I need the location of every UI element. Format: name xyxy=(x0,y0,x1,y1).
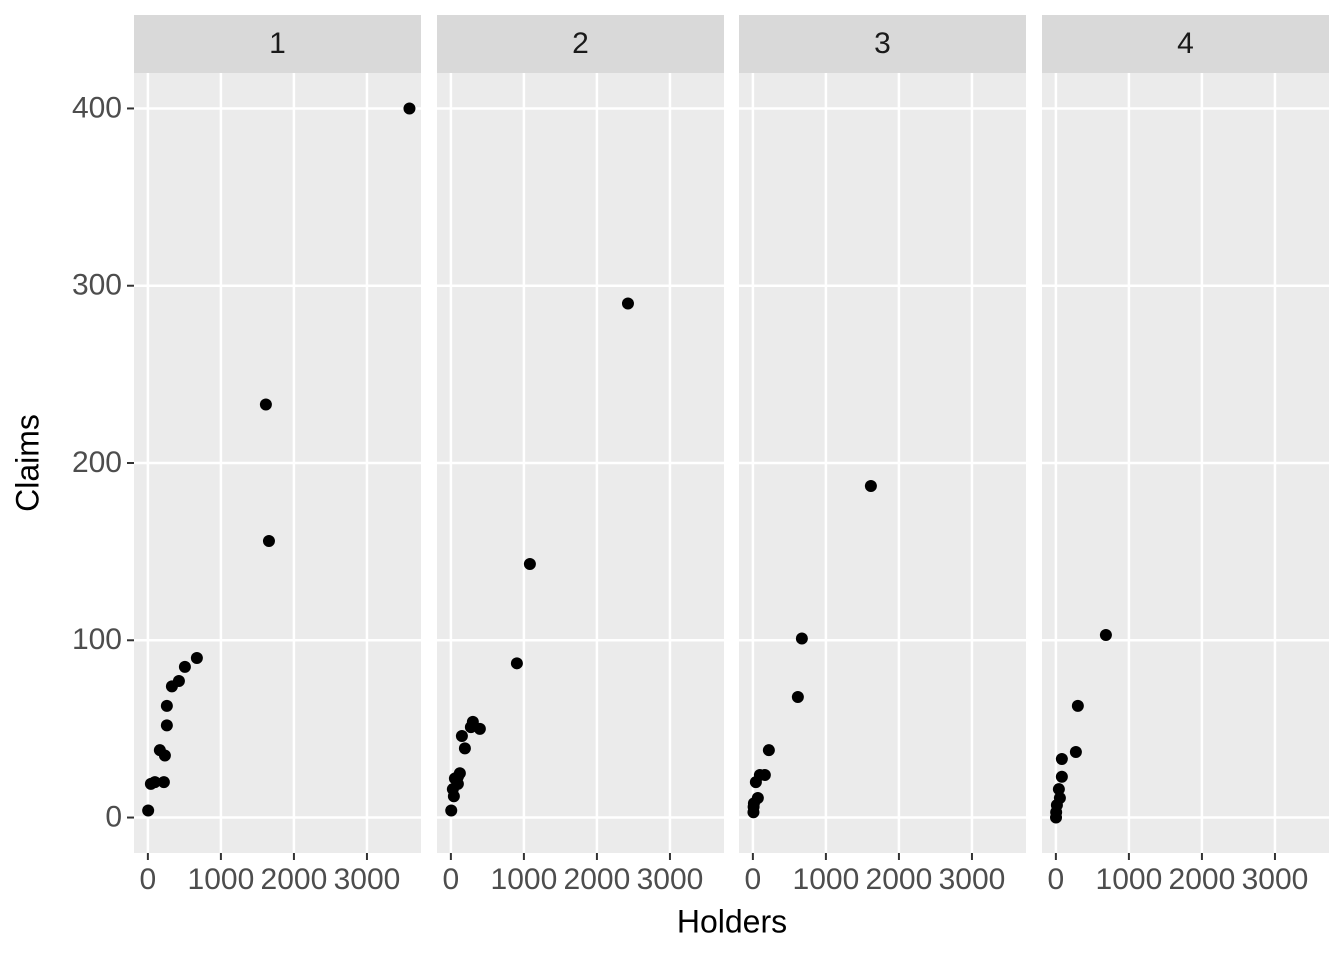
point xyxy=(259,398,272,411)
x-tick-label: 1000 xyxy=(491,863,558,896)
x-axis-title: Holders xyxy=(677,903,787,939)
x-tick-label: 2000 xyxy=(1169,863,1236,896)
point xyxy=(458,742,471,755)
point xyxy=(165,680,178,693)
strip-label: 4 xyxy=(1177,27,1194,60)
strip xyxy=(134,15,421,73)
strip xyxy=(1042,15,1329,73)
point xyxy=(1071,699,1084,712)
point xyxy=(160,719,173,732)
point xyxy=(142,804,155,817)
point xyxy=(144,777,157,790)
point xyxy=(747,806,760,819)
point xyxy=(445,804,458,817)
x-tick-label: 2000 xyxy=(866,863,933,896)
point xyxy=(510,657,523,670)
x-tick-label: 3000 xyxy=(939,863,1006,896)
strip-label: 3 xyxy=(874,27,891,60)
point xyxy=(190,652,203,664)
x-tick-label: 0 xyxy=(443,863,460,896)
y-tick-label: 200 xyxy=(72,446,122,479)
x-tick-label: 0 xyxy=(745,863,762,896)
x-tick-label: 3000 xyxy=(637,863,704,896)
strip-label: 2 xyxy=(572,27,589,60)
x-tick-label: 0 xyxy=(140,863,157,896)
x-tick-label: 1000 xyxy=(793,863,860,896)
y-tick-label: 300 xyxy=(72,269,122,302)
point xyxy=(178,660,191,673)
y-tick-label: 400 xyxy=(72,91,122,124)
point xyxy=(1055,753,1068,766)
point xyxy=(762,744,775,757)
point xyxy=(1055,770,1068,783)
point xyxy=(621,297,634,310)
point xyxy=(523,558,536,571)
strip-label: 1 xyxy=(269,27,286,60)
point xyxy=(795,632,808,645)
point xyxy=(160,699,173,712)
point xyxy=(749,776,762,789)
point xyxy=(1069,745,1082,758)
y-axis-title: Claims xyxy=(9,414,45,512)
x-tick-label: 3000 xyxy=(334,863,401,896)
point xyxy=(1050,811,1063,824)
point xyxy=(157,776,170,789)
strip xyxy=(739,15,1026,73)
point xyxy=(447,790,460,803)
x-tick-label: 0 xyxy=(1048,863,1065,896)
strip xyxy=(437,15,724,73)
x-tick-label: 1000 xyxy=(1096,863,1163,896)
x-tick-label: 2000 xyxy=(564,863,631,896)
y-tick-label: 0 xyxy=(105,800,122,833)
x-tick-label: 2000 xyxy=(261,863,328,896)
x-tick-label: 3000 xyxy=(1242,863,1309,896)
point xyxy=(464,721,477,734)
y-tick-label: 100 xyxy=(72,623,122,656)
point xyxy=(864,480,877,493)
point xyxy=(791,691,804,703)
point xyxy=(158,749,171,762)
point xyxy=(1099,628,1112,641)
point xyxy=(455,730,468,742)
x-tick-label: 1000 xyxy=(188,863,255,896)
point xyxy=(473,722,486,735)
point xyxy=(1052,783,1065,796)
point xyxy=(262,535,275,547)
point xyxy=(403,102,416,115)
